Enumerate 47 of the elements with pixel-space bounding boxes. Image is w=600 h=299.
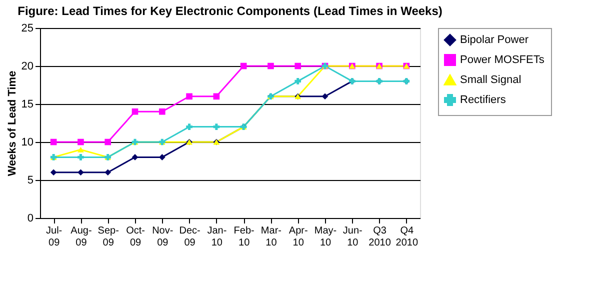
legend-label: Bipolar Power (460, 34, 529, 46)
point (240, 62, 247, 70)
point (78, 146, 84, 152)
point (78, 138, 84, 146)
x-tick-label: Q4 2010 (396, 226, 418, 248)
point (294, 78, 302, 84)
y-axis-title: Weeks of Lead Time (6, 70, 18, 176)
point (322, 93, 328, 100)
x-tick-label: Q3 2010 (368, 226, 392, 248)
x-tick-label: Apr-10 (288, 226, 308, 248)
chart-title: Figure: Lead Times for Key Electronic Components (Lead Times in Weeks) (18, 4, 442, 18)
point (50, 169, 57, 176)
x-tick-label: Sep-09 (98, 226, 119, 248)
point (50, 138, 57, 146)
point (213, 93, 220, 100)
y-tick-label: 10 (21, 136, 34, 148)
x-tick-label: Oct-09 (126, 226, 145, 248)
x-tick-label: Jun-10 (342, 226, 362, 248)
y-tick-label: 25 (21, 22, 34, 34)
x-tick-label: Aug-09 (70, 226, 92, 248)
y-tick-label: 15 (21, 98, 34, 110)
y-tick-label: 20 (21, 60, 34, 72)
point (132, 108, 138, 115)
x-tick-label: Nov-09 (152, 226, 174, 248)
point (104, 138, 112, 146)
point (78, 154, 84, 160)
point (186, 93, 192, 100)
point (158, 108, 166, 115)
x-tick-label: Mar-10 (260, 226, 282, 248)
x-tick-label: Jan-10 (207, 226, 227, 248)
point (158, 154, 166, 160)
point (268, 62, 274, 70)
point (104, 169, 112, 176)
point (213, 124, 220, 130)
legend-label: Rectifiers (460, 94, 506, 106)
x-tick-label: Dec-09 (179, 226, 200, 248)
x-tick-label: Feb-10 (234, 226, 254, 248)
y-tick-label: 0 (27, 212, 34, 224)
point (186, 124, 192, 130)
point (132, 154, 138, 160)
point (78, 169, 84, 176)
legend-label: Small Signal (460, 74, 522, 86)
legend-label: Power MOSFETs (460, 54, 545, 66)
y-tick-label: 5 (27, 174, 34, 186)
x-tick-label: May-10 (314, 226, 337, 248)
point (294, 62, 302, 70)
x-tick-label: Jul-09 (46, 226, 62, 248)
